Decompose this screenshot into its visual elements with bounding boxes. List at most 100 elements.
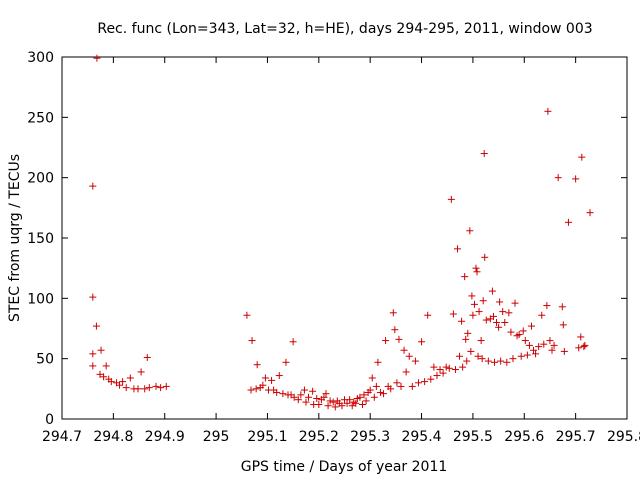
x-tick-label: 295.5: [453, 429, 493, 445]
data-point: [343, 399, 351, 407]
data-point: [122, 384, 130, 392]
data-point: [162, 382, 170, 390]
x-tick-label: 295: [203, 429, 230, 445]
data-point: [248, 337, 256, 345]
data-point: [497, 357, 505, 365]
data-point: [472, 264, 480, 272]
data-point: [289, 338, 297, 346]
data-point: [372, 382, 380, 390]
data-point: [467, 347, 475, 355]
x-tick-label: 295.4: [401, 429, 441, 445]
data-point: [382, 337, 390, 345]
plot-frame: [61, 56, 628, 420]
data-point: [503, 358, 511, 366]
x-tick-label: 295.8: [607, 429, 640, 445]
data-point: [107, 378, 115, 386]
data-point: [544, 107, 552, 115]
data-point: [243, 311, 251, 319]
data-point: [430, 363, 438, 371]
data-point: [360, 391, 368, 399]
data-point: [424, 311, 432, 319]
data-point: [559, 321, 567, 329]
data-point: [366, 386, 374, 394]
data-point: [488, 287, 496, 295]
data-point: [477, 337, 485, 345]
data-point: [152, 382, 160, 390]
data-point: [449, 310, 457, 318]
y-tick-label: 300: [27, 50, 54, 66]
data-point: [389, 309, 397, 317]
data-point: [468, 292, 476, 300]
data-point: [575, 344, 583, 352]
data-point: [586, 209, 594, 217]
data-point: [442, 363, 450, 371]
data-point: [464, 329, 472, 337]
x-tick-label: 294.7: [42, 429, 82, 445]
y-tick-label: 50: [36, 352, 54, 368]
data-point: [527, 322, 535, 330]
data-point: [554, 174, 562, 182]
data-point: [499, 308, 507, 316]
data-point: [414, 379, 422, 387]
data-point: [279, 390, 287, 398]
data-point: [119, 378, 127, 386]
data-point: [411, 357, 419, 365]
data-point: [362, 397, 370, 405]
data-point: [581, 341, 589, 349]
data-point: [376, 388, 384, 396]
data-point: [550, 341, 558, 349]
data-point: [496, 298, 504, 306]
data-point: [348, 402, 356, 410]
data-point: [530, 346, 538, 354]
x-tick-label: 295.3: [350, 429, 390, 445]
data-point: [143, 353, 151, 361]
y-tick-label: 0: [45, 412, 54, 428]
data-point: [100, 373, 108, 381]
data-point: [427, 375, 435, 383]
data-point: [313, 394, 321, 402]
data-point: [479, 297, 487, 305]
data-point: [331, 403, 339, 411]
data-point: [482, 316, 490, 324]
data-point: [315, 401, 323, 409]
data-point: [540, 340, 548, 348]
data-point: [418, 338, 426, 346]
data-point: [484, 357, 492, 365]
data-point: [89, 182, 97, 190]
y-tick-label: 200: [27, 171, 54, 187]
data-point: [145, 384, 153, 392]
data-point: [322, 390, 330, 398]
data-point: [282, 358, 290, 366]
data-point: [463, 357, 471, 365]
axis-ticks: [61, 56, 628, 420]
data-point: [89, 293, 97, 301]
data-point: [535, 343, 543, 351]
data-point: [580, 343, 588, 351]
data-point: [469, 311, 477, 319]
data-point: [451, 366, 459, 374]
x-tick-labels: 294.7 294.8 294.9 295 295.1 295.2 295.3 295.4 29…: [42, 429, 640, 445]
data-point: [436, 366, 444, 374]
data-point: [577, 333, 585, 341]
data-point: [462, 335, 470, 343]
data-point: [459, 363, 467, 371]
data-point: [532, 350, 540, 358]
data-point: [543, 302, 551, 310]
data-point: [433, 372, 441, 380]
data-point: [461, 273, 469, 281]
data-point: [259, 381, 267, 389]
data-point: [445, 364, 453, 372]
data-point: [275, 372, 283, 380]
data-point: [408, 382, 416, 390]
data-point: [116, 381, 124, 389]
data-point: [505, 309, 513, 317]
data-point: [538, 311, 546, 319]
data-point: [324, 402, 332, 410]
data-point: [439, 369, 447, 377]
data-point: [509, 355, 517, 363]
data-point: [480, 150, 488, 158]
x-tick-label: 295.2: [299, 429, 339, 445]
data-point: [456, 352, 464, 360]
data-point: [421, 378, 429, 386]
